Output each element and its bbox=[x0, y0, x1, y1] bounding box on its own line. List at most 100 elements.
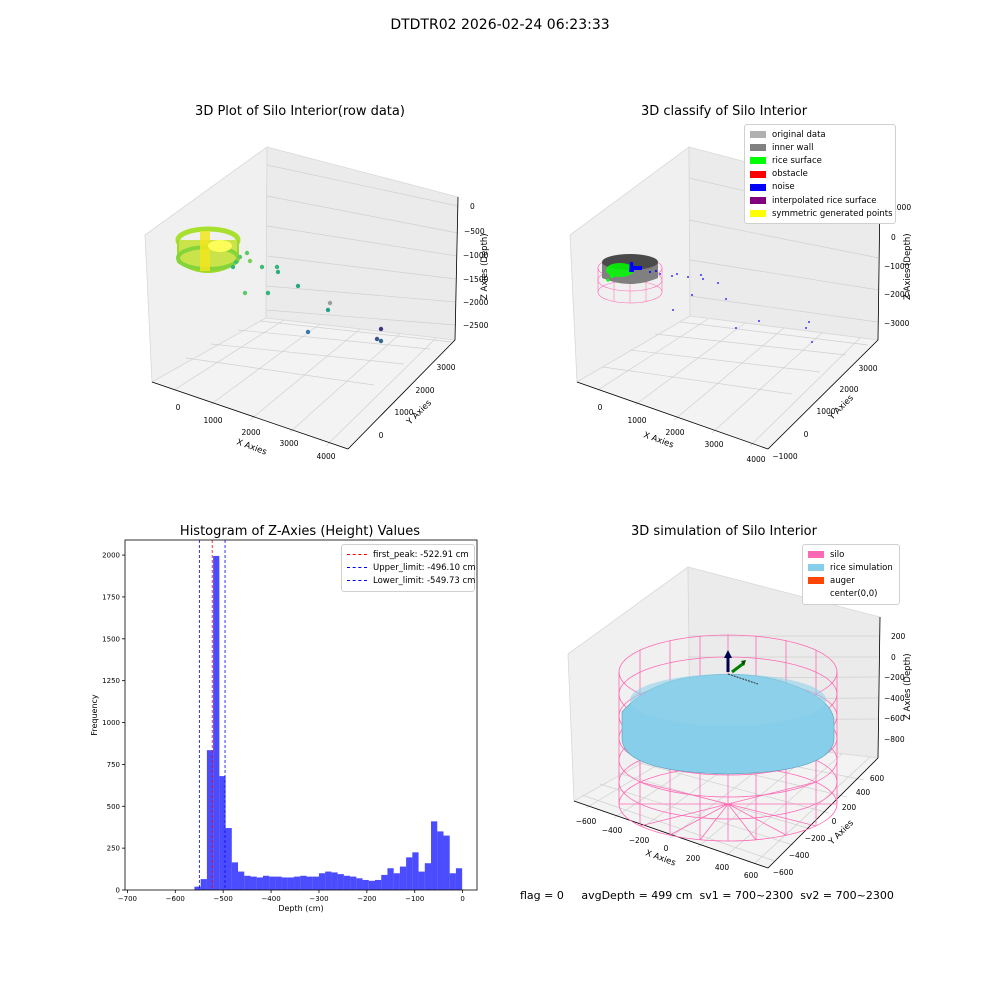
plot1-ylabel: Y Axies bbox=[404, 398, 434, 428]
plot1-ytick-1: 1000 bbox=[394, 408, 413, 417]
histogram-bar-35 bbox=[412, 852, 419, 890]
histogram-bar-25 bbox=[350, 876, 357, 890]
svg-text:0: 0 bbox=[832, 817, 837, 826]
histogram-bar-42 bbox=[455, 868, 463, 890]
histogram-bar-20 bbox=[318, 873, 326, 890]
svg-text:−1500: −1500 bbox=[463, 275, 489, 284]
svg-text:−200: −200 bbox=[884, 673, 905, 682]
status-footer: flag = 0 avgDepth = 499 cm sv1 = 700~230… bbox=[520, 889, 894, 902]
histogram-bar-6 bbox=[231, 862, 239, 890]
plot4-xlabel: X Axies bbox=[644, 848, 677, 868]
histogram-bar-10 bbox=[256, 877, 263, 890]
legend-item-rice-simulation: rice simulation bbox=[808, 561, 894, 574]
legend-item-interpolated-rice-surface: interpolated rice surface bbox=[750, 194, 890, 207]
plot2-xlabel: X Axies bbox=[642, 430, 675, 450]
histogram-frame bbox=[124, 539, 478, 891]
histogram-bar-0 bbox=[194, 886, 201, 890]
plot2-tick-labels: 0 1000 2000 3000 4000 −1000 0 1000 2000 … bbox=[598, 364, 878, 464]
svg-text:−600: −600 bbox=[884, 714, 905, 723]
histogram-ytick-label-7: 1750 bbox=[102, 593, 120, 601]
plot3-title: Histogram of Z-Axies (Height) Values bbox=[179, 524, 421, 539]
histogram-bar-41 bbox=[449, 873, 456, 890]
figure-suptitle: DTDTR02 2026-02-24 06:23:33 bbox=[390, 17, 610, 33]
histogram-bar-28 bbox=[368, 880, 375, 890]
legend-swatch bbox=[808, 577, 824, 585]
legend-line bbox=[347, 567, 367, 569]
plot4-title: 3D simulation of Silo Interior bbox=[631, 524, 817, 539]
histogram-bar-9 bbox=[250, 876, 257, 890]
histogram-bar-4 bbox=[219, 776, 226, 890]
legend-item-center: center(0,0) bbox=[808, 588, 894, 601]
histogram-ylabel: Frequency bbox=[90, 694, 99, 736]
histogram-ytick-label-6: 1500 bbox=[102, 635, 120, 643]
svg-text:−2000: −2000 bbox=[463, 298, 489, 307]
svg-text:200: 200 bbox=[891, 632, 906, 641]
histogram-bar-23 bbox=[337, 874, 344, 890]
histogram-ytick-label-0: 0 bbox=[116, 887, 120, 895]
plot4-panes bbox=[567, 566, 881, 869]
histogram-bar-13 bbox=[275, 876, 282, 890]
histogram-xlabel: Depth (cm) bbox=[278, 904, 323, 913]
svg-text:0: 0 bbox=[891, 653, 896, 662]
plot2-legend: original data inner wall rice surface ob… bbox=[744, 124, 896, 225]
svg-text:−600: −600 bbox=[773, 868, 794, 877]
plot4-grid bbox=[581, 635, 880, 865]
histogram-bar-34 bbox=[406, 857, 413, 890]
svg-text:−1000: −1000 bbox=[884, 262, 910, 271]
svg-text:−1000: −1000 bbox=[463, 251, 489, 260]
plot4-tick-labels: −600 −400 −200 0 200 400 600 −600 −400 −… bbox=[576, 774, 885, 880]
plot1-grid bbox=[173, 164, 459, 447]
histogram-bar-2 bbox=[206, 750, 214, 890]
plot4-rice-surface bbox=[621, 673, 835, 775]
plot4-ylabel: Y Axies bbox=[826, 818, 856, 848]
plot1-ytick-3: 3000 bbox=[436, 363, 455, 372]
histogram-bar-38 bbox=[431, 821, 438, 890]
histogram-bar-17 bbox=[300, 875, 307, 890]
svg-text:2000: 2000 bbox=[665, 428, 684, 437]
legend-item-lower-limit: Lower_limit: -549.73 cm bbox=[347, 574, 475, 587]
legend-swatch bbox=[808, 551, 824, 559]
svg-text:1000: 1000 bbox=[816, 407, 835, 416]
plot1-xlabel: X Axies bbox=[235, 437, 268, 457]
svg-text:−800: −800 bbox=[884, 735, 905, 744]
svg-text:3000: 3000 bbox=[704, 440, 723, 449]
histogram-yticks: 0 250 500 750 1000 1250 1500 1750 2000 bbox=[102, 552, 125, 895]
histogram-bar-1 bbox=[200, 879, 207, 890]
histogram-bar-15 bbox=[287, 877, 295, 890]
svg-text:0: 0 bbox=[598, 403, 603, 412]
histogram-bars bbox=[194, 555, 463, 890]
histogram-bar-39 bbox=[437, 831, 444, 890]
legend-item-symmetric-generated-points: symmetric generated points bbox=[750, 207, 893, 220]
svg-text:0: 0 bbox=[470, 202, 475, 211]
histogram-bar-7 bbox=[238, 871, 245, 890]
svg-text:−3000: −3000 bbox=[884, 319, 910, 328]
legend-swatch bbox=[808, 564, 824, 572]
plot1-xtick-4: 4000 bbox=[316, 452, 335, 461]
plot1-tick-labels: 0 1000 2000 3000 4000 0 1000 2000 3000 bbox=[176, 363, 456, 461]
histogram-bar-31 bbox=[387, 868, 394, 890]
histogram-bar-16 bbox=[294, 876, 301, 890]
plot1-xtick-2: 2000 bbox=[241, 428, 260, 437]
svg-text:4000: 4000 bbox=[746, 455, 765, 464]
histogram-ytick-label-3: 750 bbox=[107, 761, 120, 769]
histogram-ytick-label-4: 1000 bbox=[102, 719, 120, 727]
svg-text:−2000: −2000 bbox=[884, 290, 910, 299]
legend-line bbox=[347, 554, 367, 556]
histogram-bar-11 bbox=[262, 875, 270, 890]
histogram-xticks: −700 −600 −500 −400 −300 −200 −100 0 bbox=[118, 890, 465, 903]
histogram-bar-5 bbox=[225, 828, 232, 890]
histogram-bar-36 bbox=[418, 871, 425, 890]
histogram-xtick-label-4: −300 bbox=[309, 895, 328, 903]
histogram-reference-lines bbox=[198, 540, 226, 890]
plot1-xtick-1: 1000 bbox=[203, 416, 222, 425]
histogram-bar-14 bbox=[281, 877, 288, 890]
histogram-bar-18 bbox=[306, 876, 313, 890]
legend-item-first-peak: first_peak: -522.91 cm bbox=[347, 548, 469, 561]
plot1-ytick-2: 2000 bbox=[415, 386, 434, 395]
histogram-xtick-label-0: −700 bbox=[118, 895, 137, 903]
svg-text:−600: −600 bbox=[576, 817, 597, 826]
histogram-bar-27 bbox=[362, 879, 369, 890]
legend-swatch bbox=[750, 210, 766, 218]
legend-swatch bbox=[750, 157, 766, 165]
plot2-title: 3D classify of Silo Interior bbox=[640, 104, 808, 119]
